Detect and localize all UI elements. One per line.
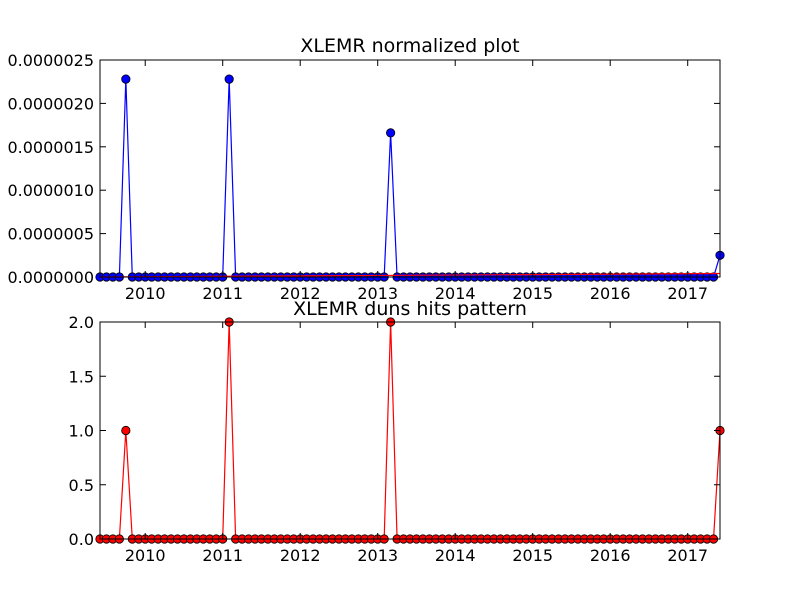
top-chart-ytick-label-4: 0.0000020 [7, 94, 94, 113]
bottom-chart-ytick-label-4: 2.0 [69, 313, 94, 332]
top-chart-xtick-label-2: 2012 [280, 284, 321, 303]
top-chart-xtick-label-3: 2013 [357, 284, 398, 303]
bottom-chart-ytick-label-0: 0.0 [69, 530, 94, 549]
bottom-chart-xtick-label-4: 2014 [435, 546, 476, 565]
top-chart-series-0-point-4 [121, 74, 131, 84]
bottom-chart-panel: XLEMR duns hits pattern 0.0 0.5 1.0 1.5 2.0 2… [69, 298, 725, 565]
bottom-chart-title: XLEMR duns hits pattern [293, 298, 527, 320]
top-chart-xtick-label-4: 2014 [435, 284, 476, 303]
bottom-chart-ytick-label-1: 0.5 [69, 476, 94, 495]
top-chart-title: XLEMR normalized plot [300, 35, 519, 57]
top-chart-ytick-label-0: 0.0000000 [7, 268, 94, 287]
top-chart-ytick-label-2: 0.0000010 [7, 181, 94, 200]
bottom-chart-xtick-label-1: 2011 [202, 546, 243, 565]
bottom-chart-axes-frame [99, 321, 721, 540]
top-chart-series-layer [95, 74, 725, 282]
top-chart-series-0-line [100, 79, 721, 278]
top-chart-series-0-point-20 [224, 74, 234, 84]
bottom-chart-ytick-label-3: 1.5 [69, 367, 94, 386]
bottom-chart-series-layer [95, 317, 725, 544]
top-chart-axes-frame [99, 59, 721, 278]
bottom-chart-ytick-label-2: 1.0 [69, 422, 94, 441]
top-chart-series-1-line [99, 272, 721, 278]
top-chart-ytick-label-5: 0.0000025 [7, 51, 94, 70]
bottom-chart-series-0-point-4 [121, 425, 131, 436]
bottom-chart-series-0-line [100, 321, 721, 540]
top-chart-panel: XLEMR normalized plot 0.0000000 0.0000005… [7, 35, 725, 303]
top-chart-ticks: 0.0000000 0.0000005 0.0000010 0.0000015 0.00… [7, 51, 720, 303]
top-chart-xtick-label-7: 2017 [667, 284, 708, 303]
bottom-chart-ticks: 0.0 0.5 1.0 1.5 2.0 2010 2011 2012 2013 2014 2015 2… [69, 313, 720, 565]
bottom-chart-xtick-label-3: 2013 [357, 546, 398, 565]
top-chart-ytick-label-3: 0.0000015 [7, 138, 94, 157]
bottom-chart-xtick-label-6: 2016 [590, 546, 631, 565]
top-chart-series-0-point-45 [386, 128, 396, 138]
top-chart-xtick-label-5: 2015 [512, 284, 553, 303]
bottom-chart-xtick-label-5: 2015 [512, 546, 553, 565]
top-chart-xtick-label-1: 2011 [202, 284, 243, 303]
top-chart-ytick-label-1: 0.0000005 [7, 225, 94, 244]
top-chart-xtick-label-0: 2010 [125, 284, 166, 303]
bottom-chart-xtick-label-2: 2012 [280, 546, 321, 565]
bottom-chart-xtick-label-0: 2010 [125, 546, 166, 565]
top-chart-xtick-label-6: 2016 [590, 284, 631, 303]
bottom-chart-xtick-label-7: 2017 [667, 546, 708, 565]
